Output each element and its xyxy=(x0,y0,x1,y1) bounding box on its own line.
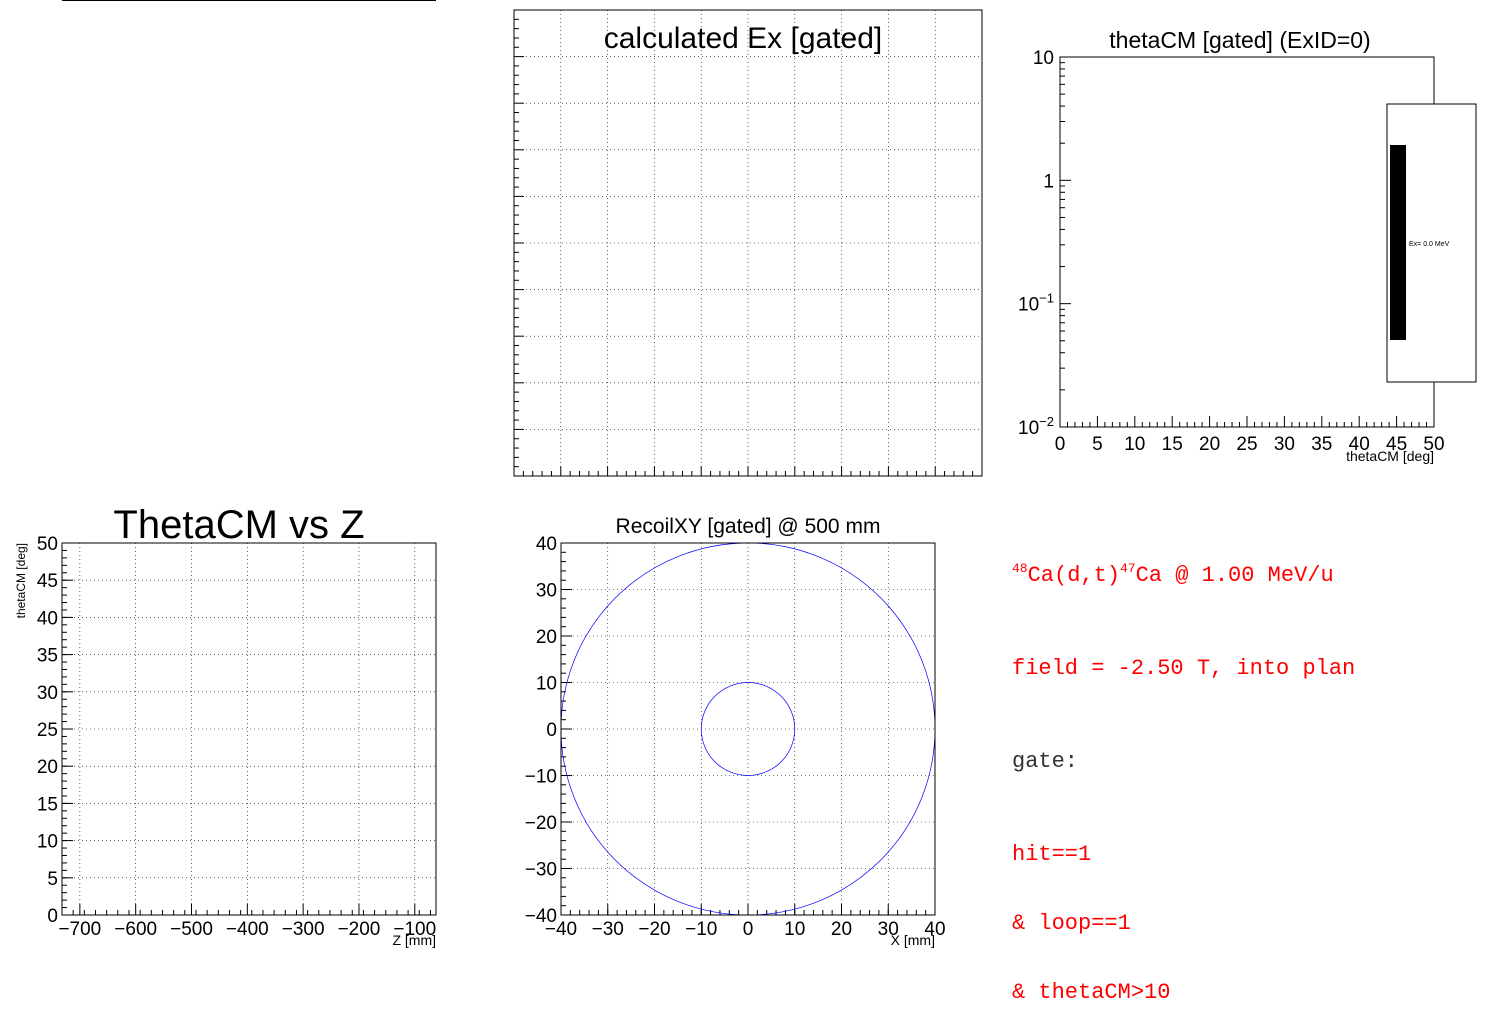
rx-y-tick-label: −20 xyxy=(525,813,557,834)
tz-x-tick-label: −200 xyxy=(338,919,381,940)
tz-frame xyxy=(61,542,437,916)
tz-x-tick-labels: −700 −600 −500 −400 −300 −200 −100 xyxy=(58,919,436,940)
canvas: calculated Ex [gated] 0 5 10 15 20 25 30 35 40 45… xyxy=(14,0,1477,948)
reaction-text-2: Ca @ 1.00 MeV/u xyxy=(1135,563,1334,588)
ex-ticks xyxy=(514,18,974,476)
tz-xlabel: Z [mm] xyxy=(392,932,436,948)
thetacm-x-tick-label: 20 xyxy=(1199,434,1220,455)
thetacm-y-tick-label: 1 xyxy=(1043,171,1054,192)
tz-ticks xyxy=(61,542,431,916)
thetacm-y-tick-label: 10−1 xyxy=(1018,291,1054,316)
pad-thetacm-vs-z: −700 −600 −500 −400 −300 −200 −100 0 5 10 15 20 25 3… xyxy=(14,503,437,948)
tz-y-tick-label: 20 xyxy=(37,757,58,778)
tz-x-tick-label: −100 xyxy=(393,919,436,940)
rx-y-tick-label: 20 xyxy=(536,627,557,648)
rx-x-tick-label: 30 xyxy=(878,919,899,940)
tz-y-tick-label: 5 xyxy=(47,869,58,890)
rx-grid xyxy=(560,542,936,916)
rx-circle-inner xyxy=(700,682,796,776)
rx-y-tick-label: −10 xyxy=(525,767,557,788)
tz-x-tick-label: −600 xyxy=(114,919,157,940)
info-gate-line: & thetaCM>10 xyxy=(1012,980,1171,1005)
tz-y-tick-labels: 0 5 10 15 20 25 30 35 40 45 50 xyxy=(37,534,58,927)
thetacm-x-tick-label: 10 xyxy=(1124,434,1145,455)
thetacm-xlabel: thetaCM [deg] xyxy=(1346,448,1434,464)
info-panel: 48Ca(d,t)47Ca @ 1.00 MeV/u field = -2.50… xyxy=(1012,518,1355,1027)
rx-y-tick-label: −40 xyxy=(525,906,557,927)
rx-x-tick-label: −20 xyxy=(638,919,670,940)
reaction-text-1: Ca(d,t) xyxy=(1027,563,1121,588)
pad-ex: calculated Ex [gated] xyxy=(513,9,983,477)
tz-x-tick-label: −700 xyxy=(58,919,101,940)
legend-swatch xyxy=(1390,145,1406,340)
thetacm-y-tick-label: 10 xyxy=(1033,48,1054,69)
legend-entry: Ex= 0.0 MeV xyxy=(1409,241,1450,248)
rx-x-tick-label: 10 xyxy=(784,919,805,940)
thetacm-x-tick-label: 30 xyxy=(1274,434,1295,455)
tz-y-tick-label: 15 xyxy=(37,794,58,815)
tz-y-tick-label: 50 xyxy=(37,534,58,555)
rx-y-tick-label: 40 xyxy=(536,534,557,555)
pad-thetacm: 0 5 10 15 20 25 30 35 40 45 50 10 1 10−1 10−2 thetaCM… xyxy=(1018,27,1477,464)
thetacm-x-tick-label: 35 xyxy=(1311,434,1332,455)
tz-y-tick-label: 0 xyxy=(47,906,58,927)
pad-recoil-xy: −40 −30 −20 −10 0 10 20 30 40 −40 −30 −20 −10 0 10 20 3… xyxy=(525,515,946,948)
tz-grid xyxy=(62,542,436,916)
rx-y-tick-label: −30 xyxy=(525,860,557,881)
tz-y-tick-label: 35 xyxy=(37,646,58,667)
ex-title: calculated Ex [gated] xyxy=(604,22,883,55)
rx-x-tick-labels: −40 −30 −20 −10 0 10 20 30 40 xyxy=(545,919,946,940)
rx-y-tick-labels: −40 −30 −20 −10 0 10 20 30 40 xyxy=(525,534,557,927)
rx-x-tick-label: 0 xyxy=(743,919,754,940)
tz-title: ThetaCM vs Z xyxy=(113,503,364,547)
rx-x-tick-label: 40 xyxy=(924,919,945,940)
tz-y-tick-label: 30 xyxy=(37,683,58,704)
tz-y-tick-label: 45 xyxy=(37,571,58,592)
info-reaction: 48Ca(d,t)47Ca @ 1.00 MeV/u xyxy=(1012,561,1355,588)
thetacm-x-tick-label: 45 xyxy=(1386,434,1407,455)
tz-y-tick-label: 10 xyxy=(37,832,58,853)
info-field: field = -2.50 T, into plan xyxy=(1012,656,1356,681)
thetacm-legend: Ex= 0.0 MeV xyxy=(1386,103,1477,383)
thetacm-title: thetaCM [gated] (ExID=0) xyxy=(1109,27,1370,53)
tz-ylabel: thetaCM [deg] xyxy=(14,543,28,618)
thetacm-frame xyxy=(1059,56,1435,428)
thetacm-x-tick-label: 25 xyxy=(1236,434,1257,455)
info-gate-line: hit==1 xyxy=(1012,842,1092,867)
rx-frame xyxy=(560,542,936,916)
thetacm-x-tick-label: 0 xyxy=(1055,434,1066,455)
rx-xlabel: X [mm] xyxy=(891,932,935,948)
thetacm-x-tick-label: 50 xyxy=(1423,434,1444,455)
thetacm-y-tick-label: 10−2 xyxy=(1018,414,1054,439)
rx-y-tick-label: 30 xyxy=(536,581,557,602)
rx-x-tick-label: −40 xyxy=(545,919,577,940)
tz-x-tick-label: −500 xyxy=(170,919,213,940)
info-gate-label: gate: xyxy=(1012,749,1079,774)
info-gate-line: & loop==1 xyxy=(1012,911,1131,936)
thetacm-x-tick-label: 5 xyxy=(1092,434,1103,455)
tz-x-tick-label: −300 xyxy=(282,919,325,940)
rx-y-tick-label: 10 xyxy=(536,674,557,695)
reaction-mass-2: 47 xyxy=(1120,561,1136,576)
thetacm-ticks xyxy=(1059,56,1435,428)
rx-x-tick-label: −10 xyxy=(685,919,717,940)
rx-x-tick-label: −30 xyxy=(592,919,624,940)
tz-y-tick-label: 40 xyxy=(37,608,58,629)
rx-y-tick-label: 0 xyxy=(546,720,557,741)
thetacm-x-tick-label: 40 xyxy=(1349,434,1370,455)
rx-title: RecoilXY [gated] @ 500 mm xyxy=(616,515,881,538)
ex-frame xyxy=(513,9,983,477)
thetacm-y-tick-labels: 10 1 10−1 10−2 xyxy=(1018,48,1054,439)
tz-y-tick-label: 25 xyxy=(37,720,58,741)
ex-grid xyxy=(514,10,982,476)
thetacm-x-tick-label: 15 xyxy=(1162,434,1183,455)
thetacm-x-tick-labels: 0 5 10 15 20 25 30 35 40 45 50 xyxy=(1055,434,1445,455)
rx-x-tick-label: 20 xyxy=(831,919,852,940)
tz-x-tick-label: −400 xyxy=(226,919,269,940)
reaction-mass-1: 48 xyxy=(1012,561,1028,576)
